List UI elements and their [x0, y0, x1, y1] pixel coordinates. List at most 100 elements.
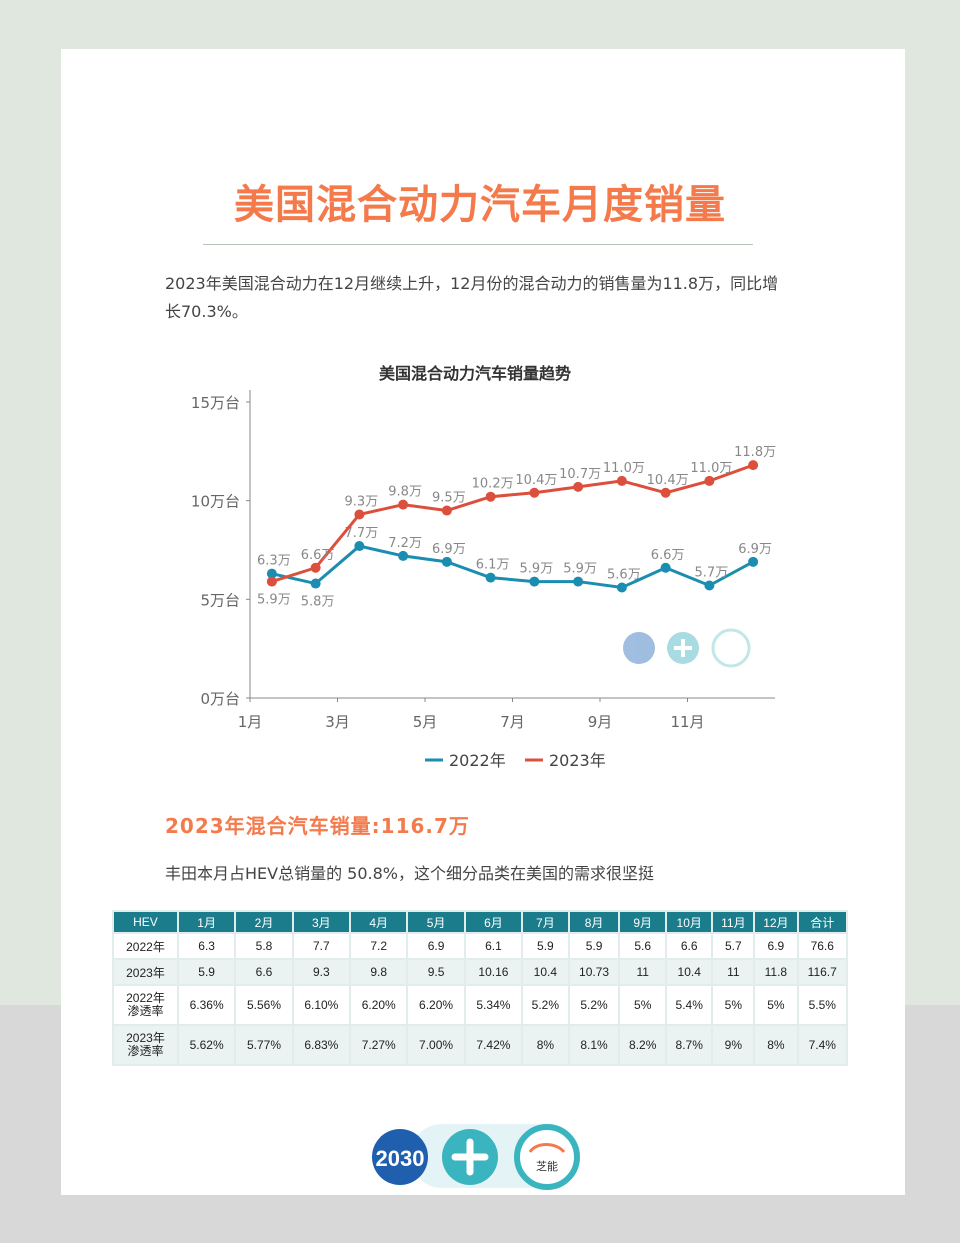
table-cell: 116.7: [798, 960, 846, 984]
data-label: 10.7万: [559, 467, 601, 482]
table-cell: 5.4%: [666, 986, 712, 1024]
table-cell: 5.8: [236, 934, 292, 958]
column-header: 合计: [798, 912, 846, 932]
table-cell: 10.4: [523, 960, 568, 984]
table-cell: 9.8: [351, 960, 407, 984]
column-header: 2月: [236, 912, 292, 932]
table-cell: 6.36%: [178, 986, 235, 1024]
table-cell: 6.1: [465, 934, 522, 958]
data-label: 6.6万: [651, 548, 685, 563]
table-cell: 9.5: [408, 960, 464, 984]
data-label: 6.1万: [476, 558, 510, 573]
data-label: 6.3万: [257, 554, 291, 569]
table-cell: 5%: [755, 986, 797, 1024]
data-point: [310, 578, 321, 589]
series-line: [271, 544, 754, 590]
data-label: 5.9万: [520, 562, 554, 577]
legend-item: 2023年: [525, 751, 606, 770]
row-header: 2023年: [114, 960, 177, 984]
svg-text:芝能: 芝能: [536, 1159, 558, 1173]
table-cell: 6.6: [236, 960, 292, 984]
data-label: 5.9万: [563, 562, 597, 577]
data-label: 6.9万: [738, 542, 772, 557]
table-cell: 6.20%: [408, 986, 464, 1024]
data-label: 7.7万: [345, 526, 379, 541]
table-cell: 6.9: [408, 934, 464, 958]
data-point: [660, 562, 671, 573]
data-label: 11.0万: [603, 461, 645, 476]
column-header: 4月: [351, 912, 407, 932]
data-label: 5.8万: [301, 595, 335, 610]
table-cell: 9.3: [293, 960, 350, 984]
data-label: 9.5万: [432, 491, 466, 506]
data-point: [441, 556, 452, 567]
table-cell: 6.6: [666, 934, 712, 958]
column-header: 11月: [713, 912, 754, 932]
column-header: 8月: [569, 912, 619, 932]
table-cell: 5%: [620, 986, 665, 1024]
column-header: 7月: [523, 912, 568, 932]
data-label: 9.8万: [388, 485, 422, 500]
table-cell: 8%: [755, 1026, 797, 1064]
data-point: [616, 475, 627, 486]
table-cell: 11: [713, 960, 754, 984]
column-header: 5月: [408, 912, 464, 932]
column-header: 10月: [666, 912, 712, 932]
table-header-row: HEV 1月 2月 3月 4月 5月 6月 7月 8月 9月 10月 11月 12月 合计: [114, 912, 846, 932]
data-point: [704, 475, 715, 486]
data-point: [485, 572, 496, 583]
data-point: [310, 562, 321, 573]
data-point: [529, 487, 540, 498]
table-cell: 5.2%: [569, 986, 619, 1024]
table-row: 2023年 渗透率 5.62% 5.77% 6.83% 7.27% 7.00% 7.42% 8%…: [114, 1026, 846, 1064]
table-cell: 8.7%: [666, 1026, 712, 1064]
data-label: 11.0万: [690, 461, 732, 476]
sales-table: HEV 1月 2月 3月 4月 5月 6月 7月 8月 9月 10月 11月 12月 合计 2022年 6.…: [112, 910, 848, 1066]
data-label: 5.7万: [695, 566, 729, 581]
table-cell: 7.00%: [408, 1026, 464, 1064]
table-cell: 10.4: [666, 960, 712, 984]
divider: [203, 244, 753, 245]
column-header: 1月: [178, 912, 235, 932]
table-cell: 6.20%: [351, 986, 407, 1024]
data-point: [398, 499, 409, 510]
y-tick-label: 0万台: [200, 690, 240, 708]
column-header: HEV: [114, 912, 177, 932]
column-header: 6月: [465, 912, 522, 932]
data-point: [485, 491, 496, 502]
x-tick-label: 9月: [588, 713, 613, 731]
series-line: [271, 463, 754, 584]
svg-text:2030: 2030: [376, 1146, 425, 1171]
data-label: 11.8万: [734, 445, 776, 460]
data-label: 5.9万: [257, 593, 291, 608]
table-cell: 5.56%: [236, 986, 292, 1024]
data-label: 7.2万: [388, 536, 422, 551]
table-cell: 8.1%: [569, 1026, 619, 1064]
legend-item: 2022年: [425, 751, 506, 770]
row-header: 2022年: [114, 934, 177, 958]
data-point: [398, 550, 409, 561]
data-point: [704, 580, 715, 591]
table-row: 2022年 渗透率 6.36% 5.56% 6.10% 6.20% 6.20% 5.34% 5.…: [114, 986, 846, 1024]
x-tick-label: 3月: [325, 713, 350, 731]
x-tick-label: 1月: [238, 713, 263, 731]
table-cell: 5.7: [713, 934, 754, 958]
table-cell: 11: [620, 960, 665, 984]
data-label: 10.2万: [472, 477, 514, 492]
y-tick-label: 5万台: [200, 591, 240, 609]
table-cell: 5.9: [178, 960, 235, 984]
data-label: 5.6万: [607, 567, 641, 582]
data-point: [441, 505, 452, 516]
table-cell: 6.3: [178, 934, 235, 958]
legend-label: 2023年: [549, 751, 606, 770]
data-point: [748, 556, 759, 567]
table-cell: 8%: [523, 1026, 568, 1064]
table-cell: 6.9: [755, 934, 797, 958]
row-header: 2022年 渗透率: [114, 986, 177, 1024]
table-cell: 7.42%: [465, 1026, 522, 1064]
row-header: 2023年 渗透率: [114, 1026, 177, 1064]
data-label: 6.6万: [301, 548, 335, 563]
line-chart: 美国混合动力汽车销量趋势 0万台 5万台 10万台 15万台 1月 3月 5月 7月 9月 11月…: [191, 364, 776, 770]
x-tick-label: 5月: [413, 713, 438, 731]
column-header: 3月: [293, 912, 350, 932]
